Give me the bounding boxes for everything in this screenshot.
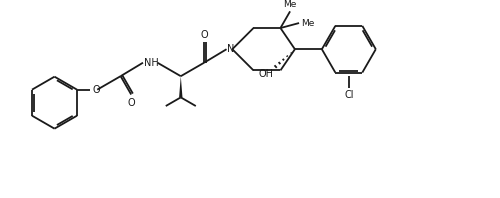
Text: N: N bbox=[228, 44, 235, 54]
Text: Me: Me bbox=[301, 19, 314, 28]
Text: NH: NH bbox=[144, 58, 158, 68]
Text: Cl: Cl bbox=[344, 90, 354, 100]
Text: OH: OH bbox=[258, 69, 274, 79]
Polygon shape bbox=[179, 76, 182, 97]
Text: O: O bbox=[128, 98, 135, 108]
Text: O: O bbox=[200, 30, 208, 40]
Text: Me: Me bbox=[284, 0, 297, 10]
Text: O: O bbox=[92, 85, 100, 95]
